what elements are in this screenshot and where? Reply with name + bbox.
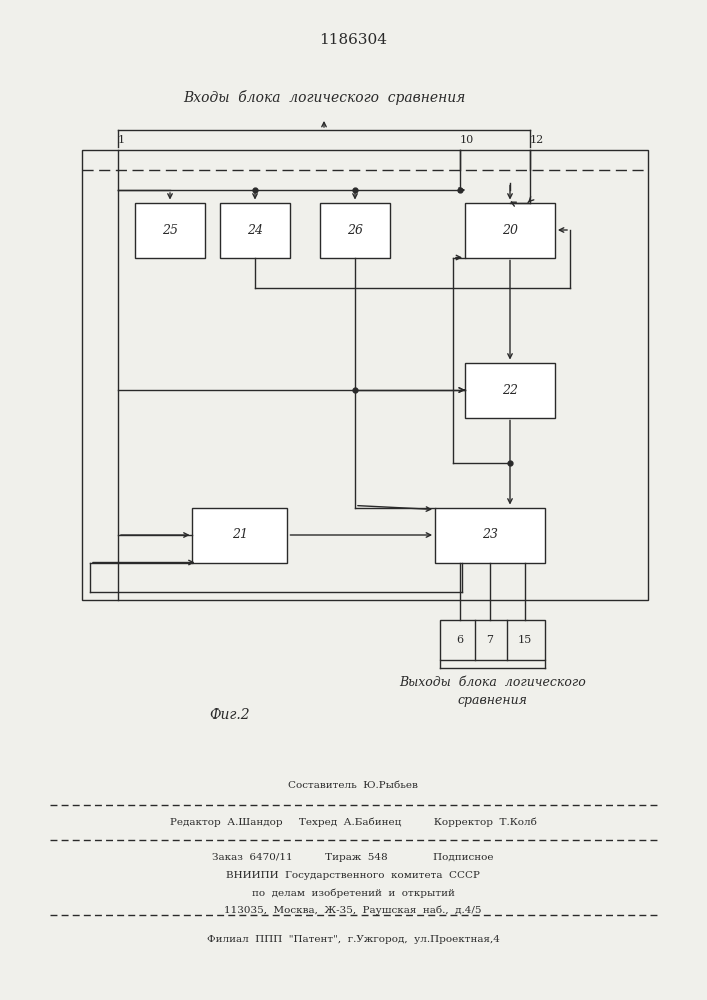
Text: 23: 23 — [482, 528, 498, 542]
Bar — [435, 508, 545, 562]
Text: 21: 21 — [232, 528, 248, 542]
Text: 20: 20 — [502, 224, 518, 236]
Bar — [135, 202, 205, 257]
Text: Фиг.2: Фиг.2 — [210, 708, 250, 722]
Text: 7: 7 — [486, 635, 493, 645]
Text: 1186304: 1186304 — [319, 33, 387, 47]
Bar — [220, 202, 290, 257]
Text: по  делам  изобретений  и  открытий: по делам изобретений и открытий — [252, 888, 455, 898]
Text: Заказ  6470/11          Тираж  548              Подписное: Заказ 6470/11 Тираж 548 Подписное — [212, 852, 493, 861]
Bar — [192, 508, 288, 562]
Text: 12: 12 — [530, 135, 544, 145]
Text: Выходы  блока  логического
сравнения: Выходы блока логического сравнения — [399, 676, 586, 707]
Bar — [82, 150, 648, 600]
Bar — [320, 202, 390, 257]
Bar — [465, 202, 555, 257]
Text: 25: 25 — [162, 224, 178, 236]
Bar — [465, 362, 555, 418]
Text: ВНИИПИ  Государственного  комитета  СССР: ВНИИПИ Государственного комитета СССР — [226, 871, 480, 880]
Text: Составитель  Ю.Рыбьев: Составитель Ю.Рыбьев — [288, 780, 418, 790]
Text: 10: 10 — [460, 135, 474, 145]
Text: 24: 24 — [247, 224, 263, 236]
Text: Входы  блока  логического  сравнения: Входы блока логического сравнения — [183, 90, 465, 105]
Text: 22: 22 — [502, 383, 518, 396]
Text: 6: 6 — [457, 635, 464, 645]
Text: 26: 26 — [347, 224, 363, 236]
Text: Филиал  ППП  "Патент",  г.Ужгород,  ул.Проектная,4: Филиал ППП "Патент", г.Ужгород, ул.Проек… — [206, 936, 499, 944]
Text: 15: 15 — [518, 635, 532, 645]
Text: 1: 1 — [118, 135, 125, 145]
Bar — [440, 620, 545, 660]
Text: 113035,  Москва,  Ж-35,  Раушская  наб.,  д.4/5: 113035, Москва, Ж-35, Раушская наб., д.4… — [224, 905, 481, 915]
Text: Редактор  А.Шандор     Техред  А.Бабинец          Корректор  Т.Колб: Редактор А.Шандор Техред А.Бабинец Корре… — [170, 817, 537, 827]
